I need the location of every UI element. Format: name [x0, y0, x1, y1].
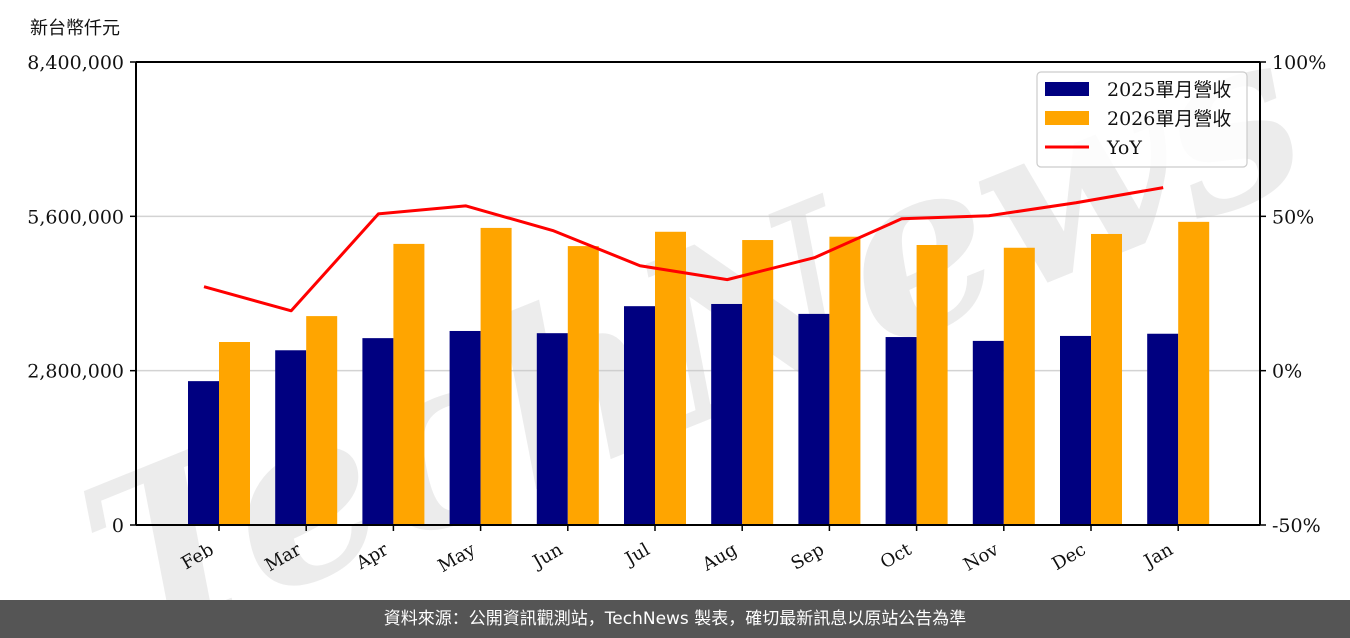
x-tick-label: Nov: [960, 539, 1003, 576]
bar-2025: [536, 333, 568, 525]
bar-2026: [480, 227, 512, 526]
y-tick-label: 2,800,000: [27, 361, 124, 383]
bar-2025: [624, 306, 655, 525]
legend-label: 2025單月營收: [1107, 79, 1231, 101]
y-tick-label: 0: [112, 515, 124, 537]
bar-2026: [742, 240, 774, 525]
legend-label: YoY: [1106, 137, 1142, 159]
x-tick-label: Oct: [877, 539, 916, 574]
bar-2025: [1060, 335, 1091, 525]
chart-svg: TechNews02,800,0005,600,0008,400,000-50%…: [27, 0, 1339, 638]
footer-text: 資料來源：公開資訊觀測站，TechNews 製表，確切最新訊息以原站公告為準: [383, 609, 967, 629]
y2-tick-label: 50%: [1272, 206, 1314, 228]
bar-2026: [219, 342, 250, 525]
bar-2026: [567, 246, 599, 525]
legend-swatch: [1045, 111, 1089, 125]
x-tick-label: Jan: [1139, 539, 1177, 573]
y2-tick-label: 100%: [1272, 52, 1326, 74]
legend-box: [1036, 71, 1248, 168]
bar-2025: [711, 303, 743, 525]
bar-2026: [829, 236, 861, 525]
y2-tick-label: 0%: [1272, 361, 1302, 383]
chart: 新台幣仟元 TechNews 0 2,800,000 5,600,000 8,400,0…: [27, 0, 1339, 638]
legend-label: 2026單月營收: [1107, 108, 1231, 130]
bar-2026: [1091, 233, 1122, 525]
x-tick-label: Jul: [620, 539, 654, 571]
bar-2025: [798, 313, 830, 525]
bar-2025: [972, 340, 1004, 525]
bar-2025: [275, 350, 307, 525]
bar-2025: [449, 330, 481, 525]
bar-2026: [1178, 221, 1210, 525]
bar-2025: [188, 381, 219, 525]
x-tick-label: Sep: [788, 539, 828, 574]
y-tick-label: 8,400,000: [27, 52, 124, 74]
footer-source-note: 資料來源：公開資訊觀測站，TechNews 製表，確切最新訊息以原站公告為準: [0, 600, 1350, 638]
bar-2026: [1003, 247, 1035, 525]
y2-tick-label: -50%: [1272, 515, 1321, 537]
bar-2025: [885, 337, 917, 525]
x-tick-label: Dec: [1049, 539, 1090, 575]
y-axis-unit-label: 新台幣仟元: [30, 18, 120, 39]
yoy-line: [203, 186, 1164, 313]
bar-2026: [306, 316, 338, 525]
bar-2026: [916, 244, 948, 525]
bar-2025: [362, 338, 394, 525]
x-tick-label: Aug: [698, 539, 741, 576]
bar-2026: [393, 243, 425, 525]
y-tick-label: 5,600,000: [27, 206, 124, 228]
bar-2026: [655, 231, 686, 525]
legend-swatch: [1045, 82, 1089, 96]
bar-2025: [1147, 333, 1179, 525]
